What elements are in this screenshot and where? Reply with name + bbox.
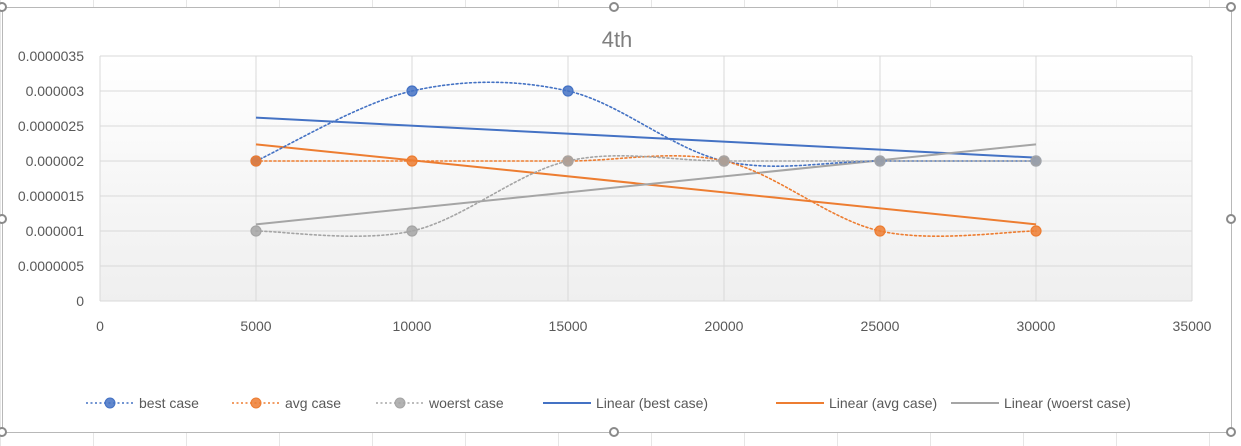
y-tick-label: 0.0000035 <box>18 48 84 64</box>
resize-handle-bottom-middle[interactable] <box>609 427 619 437</box>
resize-handle-middle-left[interactable] <box>0 214 7 224</box>
chart-title: 4th <box>602 27 633 52</box>
resize-handle-bottom-left[interactable] <box>0 427 7 437</box>
legend-label: best case <box>139 395 199 411</box>
legend-item[interactable]: Linear (avg case) <box>776 395 937 411</box>
legend-item[interactable]: avg case <box>232 395 341 411</box>
series-line-avg-case <box>255 155 1037 237</box>
series-lines <box>255 81 1037 237</box>
x-tick-label: 5000 <box>240 318 271 334</box>
x-tick-label: 25000 <box>861 318 900 334</box>
x-tick-label: 35000 <box>1173 318 1212 334</box>
x-tick-label: 10000 <box>393 318 432 334</box>
series-line-woerst-case <box>255 155 1037 237</box>
x-tick-label: 30000 <box>1017 318 1056 334</box>
legend-label: Linear (avg case) <box>829 395 937 411</box>
y-tick-label: 0 <box>76 293 84 309</box>
data-point-best-case[interactable] <box>406 85 418 97</box>
data-point-woerst-case[interactable] <box>874 155 886 167</box>
data-point-woerst-case[interactable] <box>406 225 418 237</box>
data-markers <box>250 85 1042 237</box>
legend-item[interactable]: Linear (best case) <box>543 395 708 411</box>
data-point-avg-case[interactable] <box>1030 225 1042 237</box>
gridlines <box>99 55 1193 302</box>
legend-swatch-marker <box>104 397 116 409</box>
data-point-woerst-case[interactable] <box>562 155 574 167</box>
legend-swatch-marker <box>394 397 406 409</box>
data-point-avg-case[interactable] <box>406 155 418 167</box>
y-tick-label: 0.000003 <box>26 83 85 99</box>
legend-label: Linear (woerst case) <box>1004 395 1131 411</box>
legend-item[interactable]: woerst case <box>376 395 504 411</box>
legend-label: avg case <box>285 395 341 411</box>
data-point-woerst-case[interactable] <box>250 225 262 237</box>
x-tick-label: 20000 <box>705 318 744 334</box>
legend-swatch-marker <box>250 397 262 409</box>
resize-handle-top-middle[interactable] <box>609 2 619 12</box>
x-tick-label: 15000 <box>549 318 588 334</box>
axis-ticks: 0 5000 10000 15000 20000 25000 30000 35000 0 0.00… <box>18 48 1212 334</box>
trendlines <box>255 116 1037 226</box>
legend-label: woerst case <box>428 395 504 411</box>
y-tick-label: 0.0000005 <box>18 258 84 274</box>
legend-label: Linear (best case) <box>596 395 708 411</box>
plot-area[interactable] <box>100 56 1192 301</box>
resize-handle-top-left[interactable] <box>0 2 7 12</box>
trendline-best-case <box>255 116 1037 159</box>
data-point-avg-case[interactable] <box>874 225 886 237</box>
legend-item[interactable]: Linear (woerst case) <box>951 395 1131 411</box>
resize-handle-bottom-right[interactable] <box>1226 427 1236 437</box>
data-point-avg-case[interactable] <box>250 155 262 167</box>
data-point-woerst-case[interactable] <box>718 155 730 167</box>
y-tick-label: 0.000001 <box>26 223 85 239</box>
y-tick-label: 0.0000025 <box>18 118 84 134</box>
x-tick-label: 0 <box>96 318 104 334</box>
series-line-best-case <box>255 81 1037 167</box>
legend-item[interactable]: best case <box>86 395 199 411</box>
data-point-best-case[interactable] <box>562 85 574 97</box>
y-tick-label: 0.0000015 <box>18 188 84 204</box>
resize-handle-middle-right[interactable] <box>1226 214 1236 224</box>
trendline-woerst-case <box>255 143 1037 226</box>
y-tick-label: 0.000002 <box>26 153 85 169</box>
resize-handle-top-right[interactable] <box>1226 2 1236 12</box>
data-point-woerst-case[interactable] <box>1030 155 1042 167</box>
legend[interactable]: best case avg case woerst case Linear (best… <box>86 395 1131 411</box>
